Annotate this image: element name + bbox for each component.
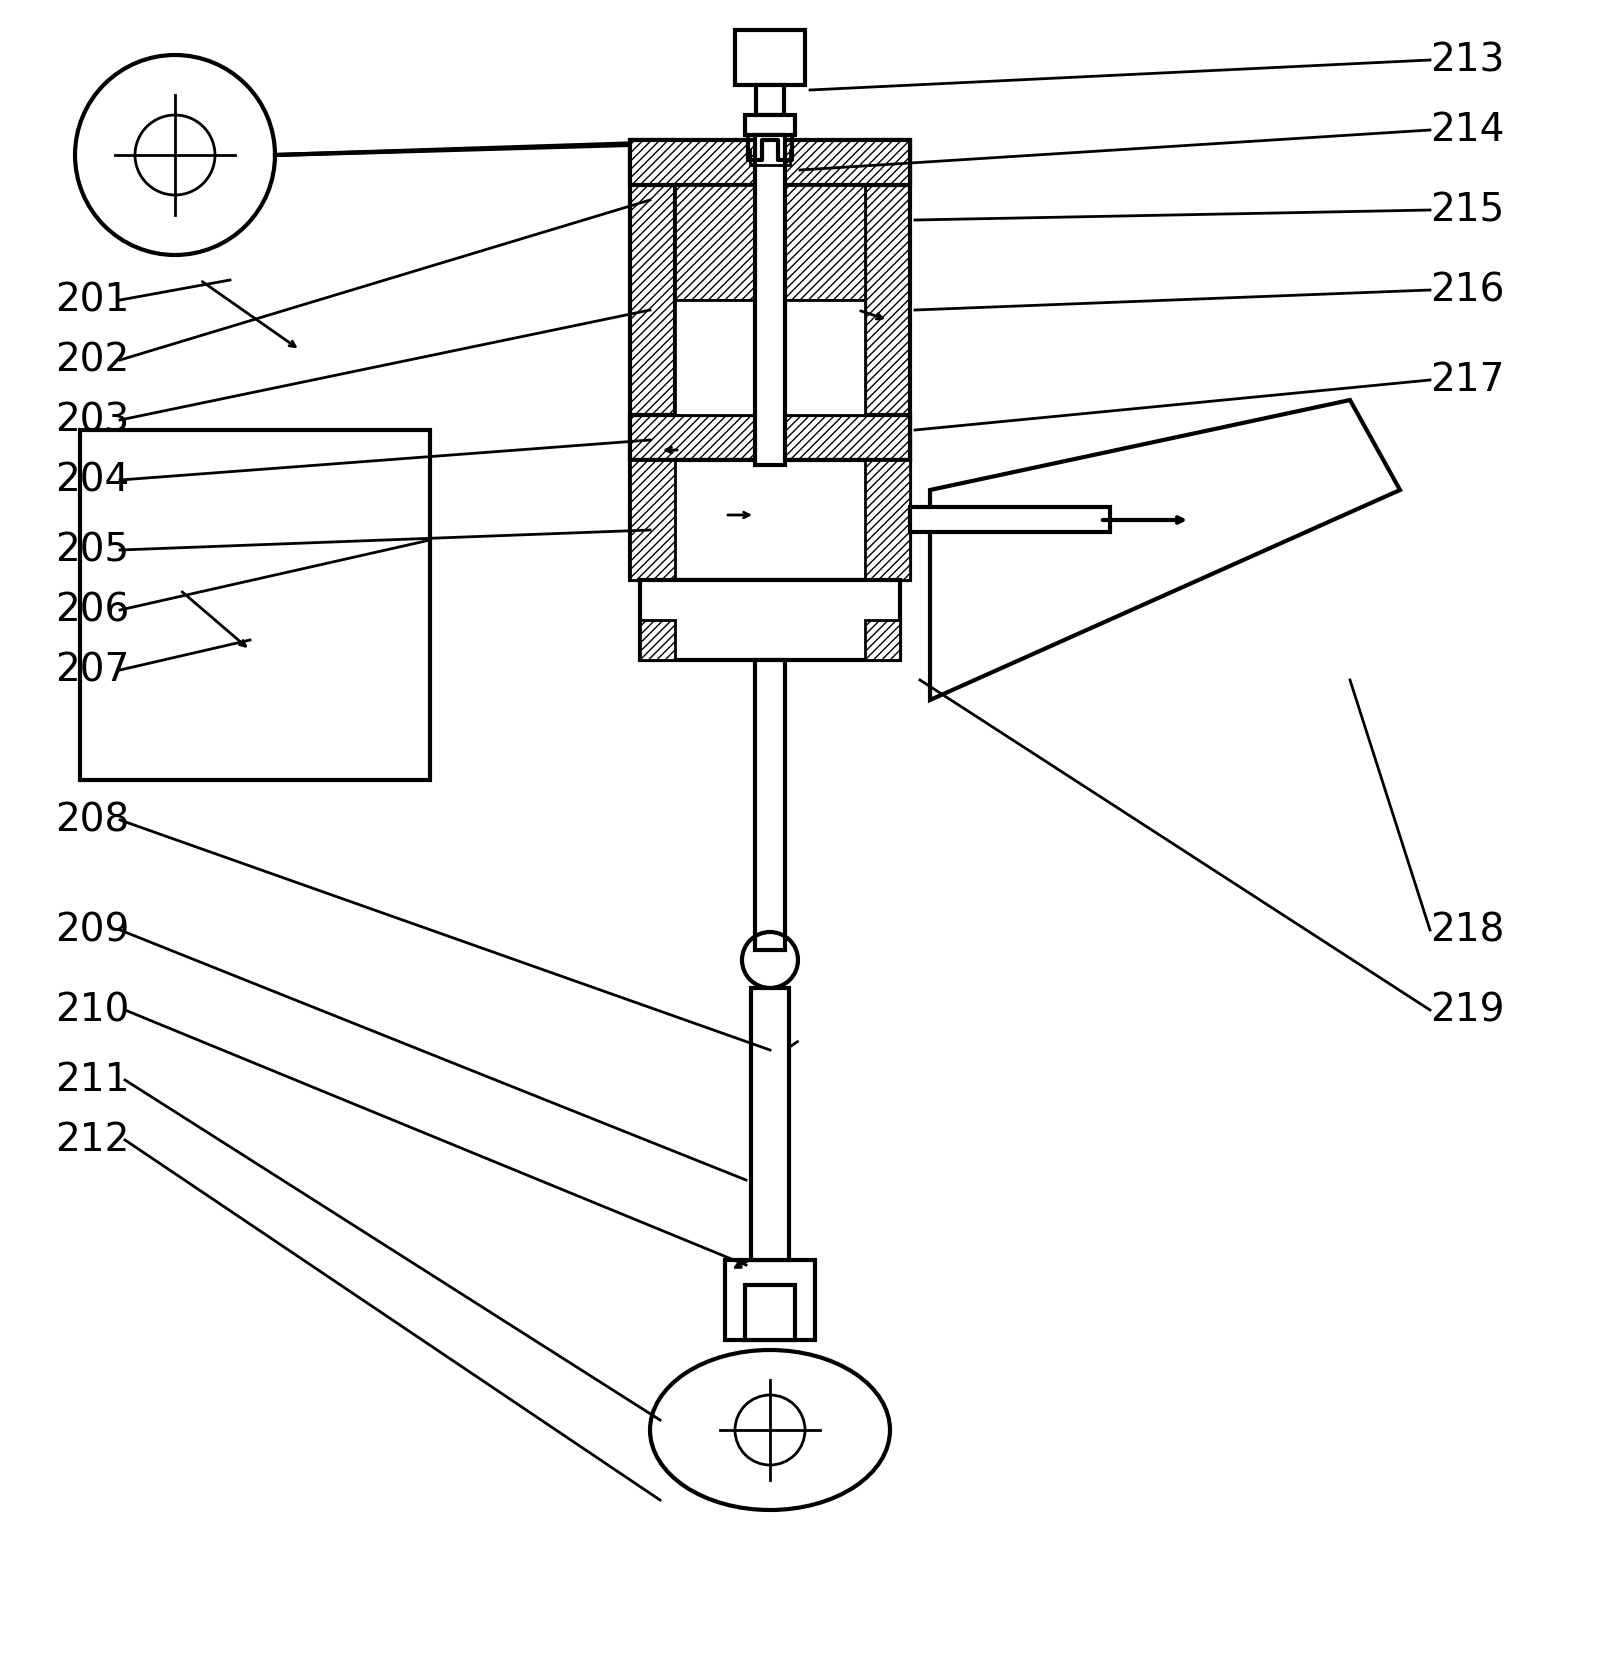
Bar [790, 460, 821, 500]
Bar [725, 1260, 814, 1340]
Text: 218: 218 [1431, 911, 1504, 949]
Text: 215: 215 [1431, 190, 1504, 229]
Bar [865, 620, 900, 660]
Text: 212: 212 [55, 1121, 130, 1160]
Bar [754, 660, 785, 951]
Text: 203: 203 [55, 401, 130, 439]
Text: 205: 205 [55, 531, 130, 570]
Bar [865, 460, 910, 580]
Text: 210: 210 [55, 991, 130, 1029]
Text: 209: 209 [55, 911, 130, 949]
Text: 217: 217 [1431, 361, 1505, 399]
Text: 216: 216 [1431, 271, 1505, 309]
Bar [720, 460, 749, 500]
Bar [751, 988, 788, 1260]
Bar [754, 135, 785, 465]
Bar [629, 460, 675, 580]
Bar [865, 140, 910, 460]
Text: 206: 206 [55, 592, 130, 628]
Text: 202: 202 [55, 341, 130, 379]
Bar [675, 185, 865, 301]
Text: 208: 208 [55, 800, 130, 839]
Text: 213: 213 [1431, 42, 1504, 79]
Text: 201: 201 [55, 281, 130, 319]
Text: 204: 204 [55, 461, 130, 500]
Bar [675, 301, 865, 414]
Bar [641, 620, 675, 660]
Bar [744, 1285, 795, 1340]
Text: 211: 211 [55, 1061, 130, 1100]
Text: 214: 214 [1431, 110, 1504, 149]
Text: 207: 207 [55, 652, 130, 688]
Bar [910, 506, 1109, 531]
Bar [629, 460, 910, 580]
Bar [735, 30, 805, 85]
Bar [629, 140, 675, 460]
Text: 219: 219 [1431, 991, 1505, 1029]
Bar [641, 580, 900, 660]
Bar [756, 85, 783, 115]
Bar [629, 414, 910, 460]
Bar [629, 140, 910, 185]
Bar [744, 115, 795, 135]
